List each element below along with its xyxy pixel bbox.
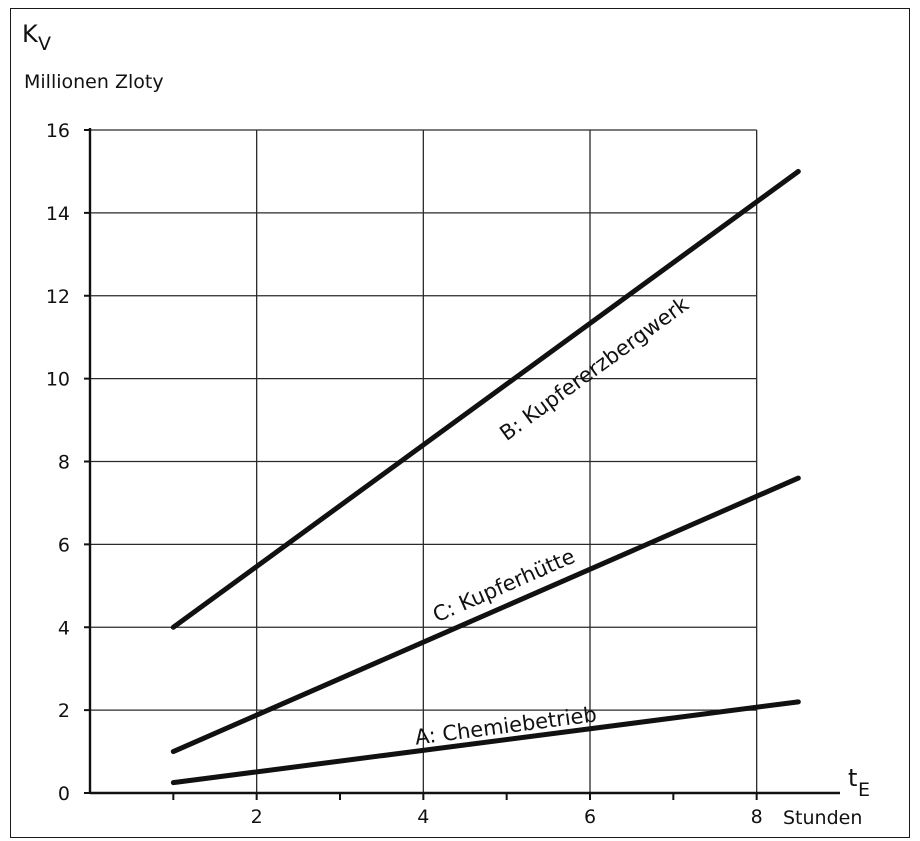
- series: [170, 168, 801, 786]
- x-tick-label: 4: [417, 806, 429, 828]
- ticks: 0 2 4 6 8 10 12 14 16 2 4 6 8: [46, 120, 763, 828]
- y-tick-label: 4: [58, 617, 70, 639]
- series-line-2: [170, 475, 801, 755]
- y-tick-label: 16: [46, 120, 70, 142]
- x-axis-subscript: E: [858, 779, 870, 801]
- figure-frame: [10, 8, 910, 838]
- x-tick-label: 6: [584, 806, 596, 828]
- series-label-3: A: Chemiebetrieb: [413, 702, 598, 749]
- x-tick-label: 8: [751, 806, 763, 828]
- axes: [88, 128, 840, 795]
- x-axis-unit: Stunden: [783, 807, 862, 829]
- y-tick-label: 8: [58, 452, 70, 474]
- x-tick-label: 2: [251, 806, 263, 828]
- y-axis-unit: Millionen Zloty: [24, 71, 164, 93]
- y-tick-label: 2: [58, 700, 70, 722]
- y-tick-label: 0: [58, 783, 70, 805]
- x-axis-symbol: t: [848, 764, 857, 792]
- y-axis-symbol: K: [22, 20, 39, 48]
- y-tick-label: 10: [46, 369, 70, 391]
- y-tick-label: 14: [46, 203, 70, 225]
- series-line-3: [170, 699, 801, 786]
- y-axis-subscript: V: [38, 33, 51, 55]
- series-line-1: [170, 168, 801, 630]
- y-tick-label: 6: [58, 534, 70, 556]
- grid: [90, 129, 758, 793]
- y-tick-label: 12: [46, 286, 70, 308]
